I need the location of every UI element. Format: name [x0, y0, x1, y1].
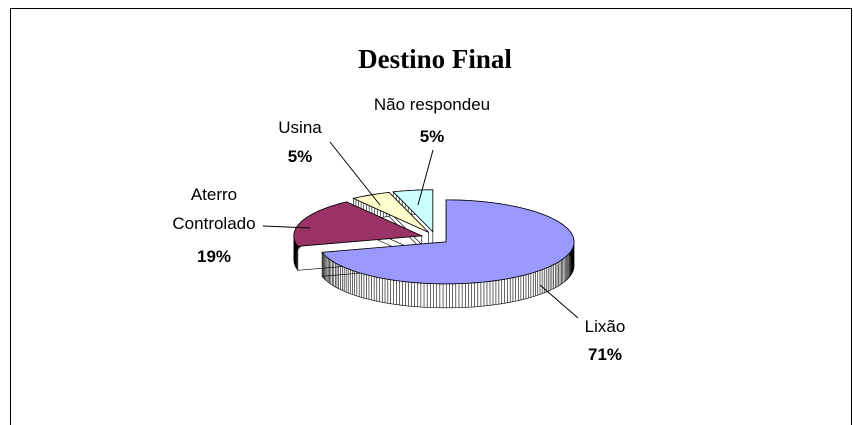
chart-border	[10, 8, 852, 425]
leader-lines	[262, 141, 579, 319]
category-label: Lixão	[585, 317, 626, 336]
value-label: 5%	[288, 147, 313, 166]
value-label: 5%	[420, 127, 445, 146]
slice	[293, 201, 424, 247]
category-label: Usina	[278, 118, 322, 137]
chart-title: Destino Final	[358, 44, 512, 74]
labels: Lixão 71% Aterro Controlado 19% Usina 5% Não re…	[172, 95, 625, 364]
slice	[352, 192, 429, 233]
value-label: 19%	[197, 247, 231, 266]
slice	[321, 199, 575, 285]
pie	[293, 189, 575, 309]
value-label: 71%	[588, 345, 622, 364]
category-label: Não respondeu	[374, 95, 490, 114]
slice	[392, 189, 434, 233]
category-label: Aterro Controlado	[172, 185, 255, 233]
